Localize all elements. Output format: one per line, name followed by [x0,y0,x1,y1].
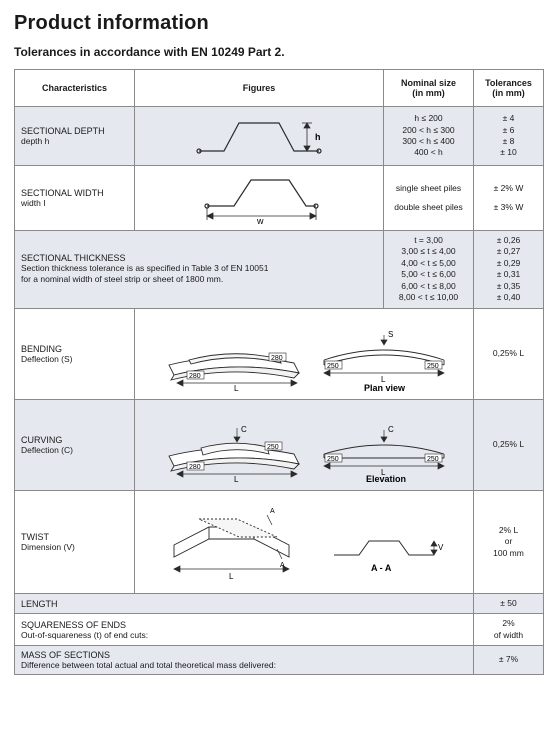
svg-text:C: C [241,425,247,434]
bending-title: BENDING [21,344,128,354]
table-header-row: Characteristics Figures Nominal size (in… [15,70,544,107]
header-tolerances: Tolerances (in mm) [474,70,544,107]
twist-tol: 2% L or 100 mm [474,490,544,593]
squareness-sub: Out-of-squareness (t) of end cuts: [21,630,467,640]
row-curving: CURVING Deflection (C) [15,399,544,490]
svg-text:V: V [438,543,444,552]
row-mass: MASS OF SECTIONS Difference between tota… [15,646,544,675]
row-length: LENGTH ± 50 [15,593,544,613]
squareness-tol: 2% of width [474,614,544,646]
page-subtitle: Tolerances in accordance with EN 10249 P… [14,45,544,59]
thickness-tol: ± 0,26± 0,27 ± 0,29± 0,31 ± 0,35± 0,40 [480,235,537,304]
length-title: LENGTH [21,599,467,609]
bending-sub: Deflection (S) [21,354,128,364]
thickness-title: SECTIONAL THICKNESS [21,253,377,263]
svg-text:Plan view: Plan view [364,383,406,393]
length-tol: ± 50 [474,593,544,613]
header-figures: Figures [135,70,384,107]
svg-text:280: 280 [189,464,201,471]
svg-text:Elevation: Elevation [366,474,406,484]
width-tol: ± 2% W± 3% W [480,179,537,216]
svg-text:A: A [280,562,285,569]
row-bending: BENDING Deflection (S) [15,308,544,399]
bending-tol: 0,25% L [474,308,544,399]
width-figure: w [141,170,377,226]
row-squareness: SQUARENESS OF ENDS Out-of-squareness (t)… [15,614,544,646]
row-depth: SECTIONAL DEPTH depth h [15,107,544,166]
svg-text:L: L [234,475,239,484]
svg-text:280: 280 [189,373,201,380]
svg-text:C: C [388,425,394,434]
svg-text:280: 280 [271,355,283,362]
svg-text:250: 250 [427,456,439,463]
svg-text:L: L [234,384,239,393]
svg-text:L: L [229,572,234,581]
mass-title: MASS OF SECTIONS [21,650,467,660]
thickness-sub: Section thickness tolerance is as specif… [21,263,377,285]
width-sub: width I [21,198,128,208]
svg-text:250: 250 [267,444,279,451]
depth-sub: depth h [21,136,128,146]
width-nominal: single sheet pilesdouble sheet piles [390,179,467,216]
curving-title: CURVING [21,435,128,445]
tolerances-table: Characteristics Figures Nominal size (in… [14,69,544,675]
twist-figure: L A A V A - A [139,497,469,587]
svg-text:250: 250 [427,363,439,370]
svg-text:A - A: A - A [371,563,392,573]
svg-text:S: S [388,330,393,339]
width-w-label: w [256,216,264,226]
row-thickness: SECTIONAL THICKNESS Section thickness to… [15,231,544,309]
thickness-nominal: t = 3,003,00 ≤ t ≤ 4,00 4,00 < t ≤ 5,005… [390,235,467,304]
mass-tol: ± 7% [474,646,544,675]
svg-text:250: 250 [327,456,339,463]
twist-sub: Dimension (V) [21,542,128,552]
curving-tol: 0,25% L [474,399,544,490]
width-title: SECTIONAL WIDTH [21,188,128,198]
depth-figure: h [141,111,377,161]
svg-text:250: 250 [327,363,339,370]
twist-title: TWIST [21,532,128,542]
depth-nominal: h ≤ 200200 < h ≤ 300 300 < h ≤ 400400 < … [390,113,467,159]
page-title: Product information [14,12,544,35]
depth-title: SECTIONAL DEPTH [21,126,128,136]
mass-sub: Difference between total actual and tota… [21,660,467,670]
curving-figure: C L 250 280 [139,406,469,484]
svg-text:A: A [270,508,275,515]
depth-h-label: h [315,132,321,142]
row-width: SECTIONAL WIDTH width I [15,166,544,231]
header-characteristics: Characteristics [15,70,135,107]
curving-sub: Deflection (C) [21,445,128,455]
squareness-title: SQUARENESS OF ENDS [21,620,467,630]
bending-figure: L 280 280 [139,315,469,393]
depth-tol: ± 4± 6 ± 8± 10 [480,113,537,159]
row-twist: TWIST Dimension (V) [15,490,544,593]
header-nominal: Nominal size (in mm) [384,70,474,107]
